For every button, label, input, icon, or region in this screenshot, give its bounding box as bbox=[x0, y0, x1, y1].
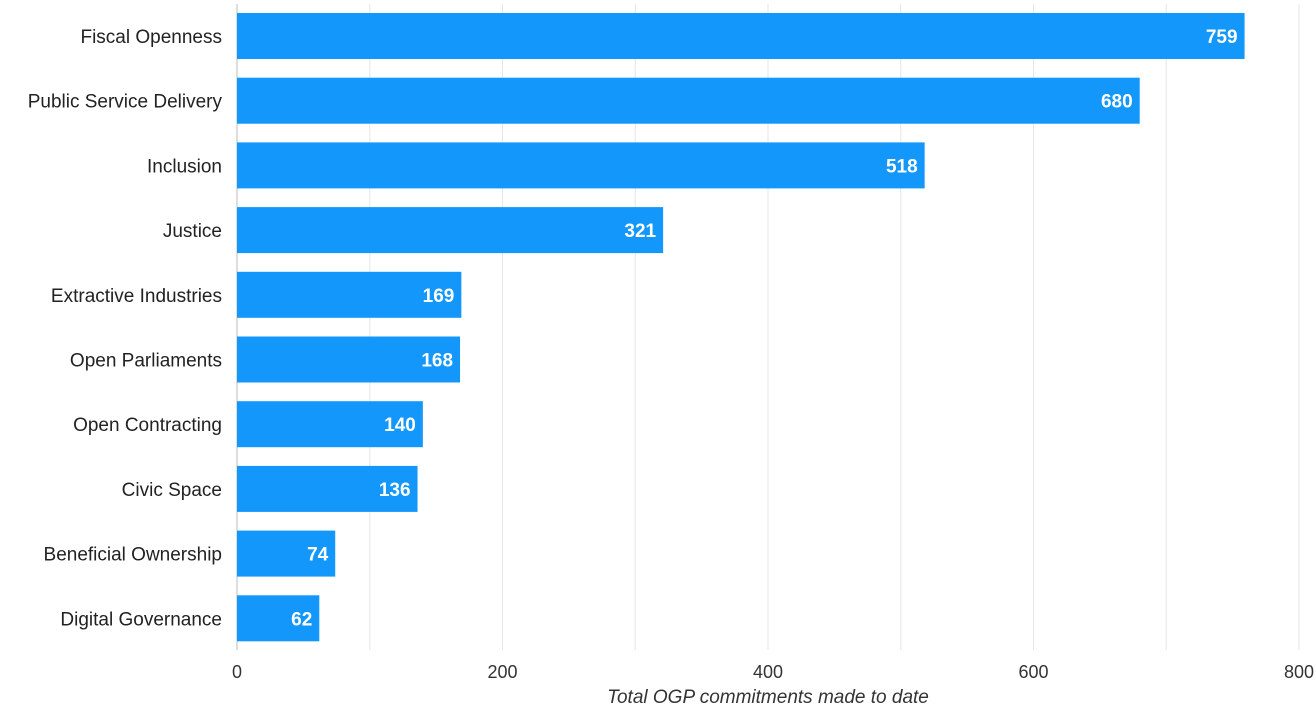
category-label: Digital Governance bbox=[60, 609, 222, 630]
data-label: 680 bbox=[1101, 92, 1133, 113]
data-label: 62 bbox=[291, 609, 312, 630]
category-label: Civic Space bbox=[122, 480, 222, 501]
x-tick-label: 800 bbox=[1284, 662, 1314, 682]
data-label: 136 bbox=[379, 480, 411, 501]
data-label: 321 bbox=[624, 221, 656, 242]
category-label: Public Service Delivery bbox=[28, 92, 223, 113]
x-tick-label: 400 bbox=[753, 662, 783, 682]
x-axis-ticks: 0 200 400 600 800 bbox=[232, 662, 1314, 682]
category-label: Justice bbox=[163, 221, 222, 242]
data-label: 169 bbox=[423, 286, 455, 307]
bar bbox=[237, 78, 1140, 124]
category-labels: Fiscal Openness Public Service Delivery In… bbox=[28, 27, 223, 630]
x-tick-label: 600 bbox=[1018, 662, 1048, 682]
category-label: Extractive Industries bbox=[51, 286, 222, 307]
x-axis-title: Total OGP commitments made to date bbox=[607, 687, 929, 708]
category-label: Open Parliaments bbox=[70, 351, 222, 372]
data-label: 140 bbox=[384, 415, 416, 436]
category-label: Inclusion bbox=[147, 156, 222, 177]
data-label: 759 bbox=[1206, 27, 1238, 48]
category-label: Fiscal Openness bbox=[80, 27, 222, 48]
x-tick-label: 0 bbox=[232, 662, 242, 682]
bar bbox=[237, 142, 925, 188]
bar bbox=[237, 13, 1245, 59]
x-tick-label: 200 bbox=[487, 662, 517, 682]
category-label: Beneficial Ownership bbox=[44, 545, 222, 566]
bar bbox=[237, 207, 663, 253]
data-label: 518 bbox=[886, 156, 918, 177]
data-label: 74 bbox=[307, 545, 329, 566]
data-label: 168 bbox=[421, 351, 453, 372]
category-label: Open Contracting bbox=[73, 415, 222, 436]
bars: 759 680 518 321 169 168 140 136 74 62 bbox=[237, 13, 1245, 641]
